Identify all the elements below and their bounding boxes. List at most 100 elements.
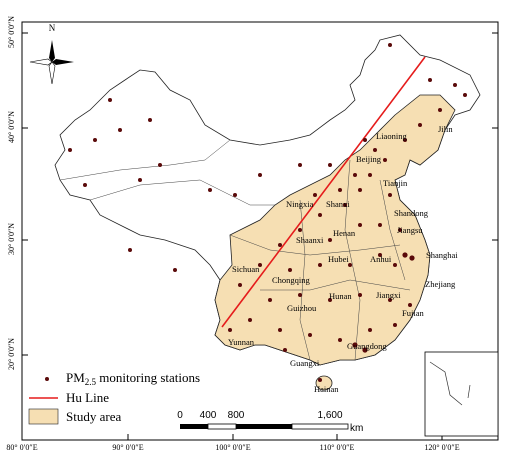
province-boundaries xyxy=(59,139,411,361)
scale-label: 800 xyxy=(228,410,245,421)
province-label: Yunnan xyxy=(228,337,255,347)
station xyxy=(383,158,387,162)
station xyxy=(148,118,152,122)
province-label: Shandong xyxy=(394,208,429,218)
lon-label: 80° 0′0″E xyxy=(6,443,37,452)
station xyxy=(318,263,322,267)
station xyxy=(428,78,432,82)
lon-label: 110° 0′0″E xyxy=(320,443,355,452)
province-label: Sichuan xyxy=(232,264,260,274)
lat-label: 40° 0′0″N xyxy=(7,111,16,143)
province-label: Shaanxi xyxy=(296,235,324,245)
lat-label: 50° 0′0″N xyxy=(7,16,16,48)
station xyxy=(388,298,392,302)
scale-label: 400 xyxy=(200,410,217,421)
station xyxy=(358,293,362,297)
station xyxy=(328,163,332,167)
station xyxy=(378,253,382,257)
map-shape xyxy=(260,279,411,291)
station xyxy=(158,163,162,167)
study-area xyxy=(214,94,456,366)
station xyxy=(358,223,362,227)
station xyxy=(278,328,282,332)
station xyxy=(318,378,322,382)
legend: PM2.5 monitoring stations Hu Line Study … xyxy=(28,370,200,425)
map-shape xyxy=(207,423,237,430)
station xyxy=(403,138,407,142)
station xyxy=(388,193,392,197)
legend-station-symbol xyxy=(45,377,49,381)
station xyxy=(358,188,362,192)
legend-label-part: monitoring stations xyxy=(96,370,200,385)
province-label: Guangdong xyxy=(347,341,387,351)
legend-label-part: 2.5 xyxy=(85,377,97,387)
inset-islands xyxy=(429,361,471,406)
legend-label-part: PM xyxy=(66,370,85,385)
lat-label: 20° 0′0″N xyxy=(7,338,16,370)
province-label: Hunan xyxy=(329,291,352,301)
lat-label: 30° 0′0″N xyxy=(7,223,16,255)
province-label: Jiangxi xyxy=(376,290,401,300)
station xyxy=(362,347,368,353)
station xyxy=(248,318,252,322)
province-label: Tianjin xyxy=(383,178,408,188)
scale-bar: 0 400 800 1,600 km xyxy=(177,410,363,434)
map-shape xyxy=(379,179,406,281)
station xyxy=(138,178,142,182)
station xyxy=(352,342,358,348)
hu-line xyxy=(221,56,426,328)
scale-unit: km xyxy=(350,423,363,434)
map-shape xyxy=(236,424,292,429)
province-label: Shanxi xyxy=(326,199,350,209)
station xyxy=(343,203,347,207)
station xyxy=(328,238,332,242)
station xyxy=(278,243,282,247)
province-label: Henan xyxy=(333,228,356,238)
station xyxy=(328,298,332,302)
station xyxy=(298,228,302,232)
map-shape xyxy=(59,139,231,181)
map-shape xyxy=(291,423,349,430)
province-label: Fujian xyxy=(402,308,424,318)
station xyxy=(283,348,287,352)
station xyxy=(418,123,422,127)
station xyxy=(363,138,367,142)
station xyxy=(338,338,342,342)
province-label: Liaoning xyxy=(376,131,407,141)
station xyxy=(409,255,415,261)
station xyxy=(83,183,87,187)
station xyxy=(308,333,312,337)
station xyxy=(393,323,397,327)
station xyxy=(373,148,377,152)
station xyxy=(93,138,97,142)
station xyxy=(368,173,372,177)
station xyxy=(338,188,342,192)
station xyxy=(288,268,292,272)
station xyxy=(258,263,262,267)
scale-label: 1,600 xyxy=(317,410,342,421)
station xyxy=(402,252,408,258)
legend-study-symbol xyxy=(28,408,59,425)
station xyxy=(228,328,232,332)
north-arrow xyxy=(29,40,74,85)
station xyxy=(398,228,402,232)
station xyxy=(108,98,112,102)
station xyxy=(453,83,457,87)
province-label: Guizhou xyxy=(287,303,317,313)
map-shape xyxy=(229,234,401,256)
map-shape xyxy=(52,59,74,65)
station xyxy=(128,248,132,252)
station xyxy=(408,303,412,307)
lon-label: 90° 0′0″E xyxy=(112,443,143,452)
province-label: Beijing xyxy=(356,154,382,164)
map-shape: Jilin Liaoning Beijing Tianjin Ningxia S… xyxy=(228,124,458,394)
station xyxy=(388,43,392,47)
station xyxy=(268,298,272,302)
province-label: Shanghai xyxy=(426,250,458,260)
station xyxy=(368,328,372,332)
station xyxy=(298,163,302,167)
province-label: Ningxia xyxy=(286,199,314,209)
map-shape xyxy=(49,40,55,62)
legend-label: Study area xyxy=(66,409,121,424)
